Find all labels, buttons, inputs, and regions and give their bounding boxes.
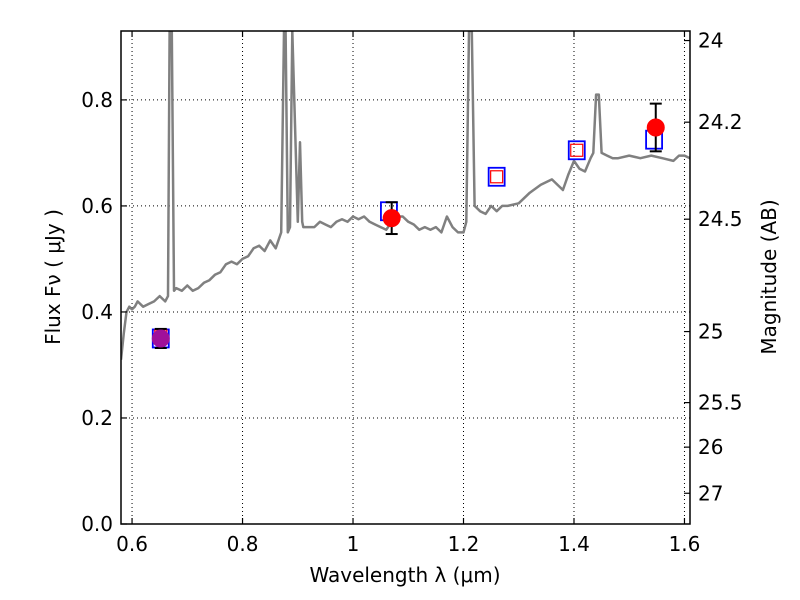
y-tick-label: 0.6 (81, 194, 113, 218)
x-axis-title: Wavelength λ (μm) (309, 563, 500, 587)
y-tick-label: 0.4 (81, 300, 113, 324)
model-photometry-square (487, 166, 506, 187)
frame-layer (120, 30, 691, 525)
right-tick-label: 27 (698, 481, 723, 505)
x-tick-label: 1.4 (558, 532, 590, 556)
model-spectrum-line (121, 31, 690, 360)
x-tick-label: 1 (347, 532, 360, 556)
filter-marker-square (570, 143, 584, 157)
grid-layer (121, 31, 690, 525)
model-photometry-square (567, 140, 586, 161)
ticks-layer: 0.6 0.8 1 1.2 1.4 1.6 0.0 0.2 0.4 0.6 0.8 24 24.2 24.… (81, 29, 742, 556)
y-tick-label: 0.8 (81, 88, 113, 112)
right-tick-label: 24 (698, 29, 723, 53)
series-layer (121, 31, 690, 360)
right-tick-label: 25 (698, 320, 723, 344)
observed-point (646, 118, 665, 137)
y-tick-label: 0.0 (81, 512, 113, 536)
x-tick-label: 0.8 (227, 532, 259, 556)
y-axis-title: Flux Fν ( μJy ) (41, 209, 65, 345)
right-tick-label: 24.5 (698, 207, 743, 231)
right-tick-label: 25.5 (698, 391, 743, 415)
plot-area (120, 30, 691, 525)
filter-marker-square (490, 170, 504, 184)
observed-point (151, 329, 170, 348)
right-tick-label: 26 (698, 435, 723, 459)
x-tick-label: 1.6 (669, 532, 701, 556)
right-axis-title: Magnitude (AB) (757, 199, 781, 354)
observed-point (382, 209, 401, 228)
x-tick-label: 0.6 (116, 532, 148, 556)
plot-frame (120, 30, 691, 525)
y-tick-label: 0.2 (81, 406, 113, 430)
right-tick-label: 24.2 (698, 110, 743, 134)
x-tick-label: 1.2 (448, 532, 480, 556)
